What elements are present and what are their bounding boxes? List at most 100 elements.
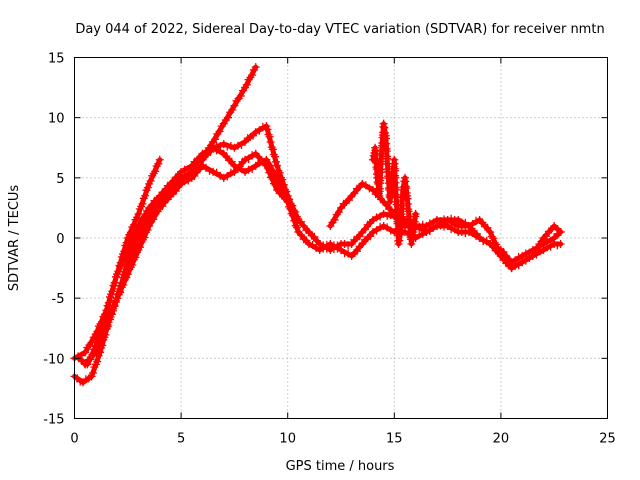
data-points — [70, 63, 565, 387]
data-point — [436, 219, 445, 228]
data-point — [143, 183, 152, 192]
data-point — [271, 157, 280, 166]
grid — [74, 57, 608, 419]
data-point — [266, 173, 275, 182]
data-point — [263, 125, 272, 134]
data-point — [114, 290, 123, 299]
data-point — [241, 167, 250, 176]
data-point — [110, 301, 119, 310]
data-point — [489, 234, 498, 243]
data-point — [266, 137, 275, 146]
data-point — [355, 232, 364, 241]
data-point — [180, 177, 189, 186]
data-point — [472, 216, 481, 225]
data-point — [379, 221, 388, 230]
data-point — [102, 318, 111, 327]
data-point — [136, 225, 145, 234]
data-point — [184, 169, 193, 178]
y-tick-label: 0 — [56, 232, 64, 247]
y-tick-label: -10 — [43, 352, 64, 367]
data-point — [141, 191, 150, 200]
data-point — [209, 167, 218, 176]
data-point — [297, 230, 306, 239]
data-point — [198, 161, 207, 170]
series-trace — [82, 145, 564, 367]
data-point — [358, 179, 367, 188]
data-point — [291, 221, 300, 230]
data-point — [528, 246, 537, 255]
data-point — [235, 162, 244, 171]
data-point — [556, 227, 565, 236]
data-point — [319, 244, 328, 253]
data-point — [268, 145, 277, 154]
data-point — [502, 252, 511, 261]
data-point — [386, 226, 395, 235]
data-point — [443, 215, 452, 224]
data-point — [206, 147, 215, 156]
x-tick-label: 5 — [177, 432, 185, 447]
data-point — [228, 105, 237, 114]
data-point — [487, 232, 496, 241]
data-point — [126, 251, 135, 260]
data-point — [429, 223, 438, 232]
data-point — [352, 247, 361, 256]
data-point — [268, 174, 277, 183]
data-point — [244, 154, 253, 163]
data-point — [542, 232, 551, 241]
data-point — [486, 227, 495, 236]
data-point — [140, 217, 149, 226]
data-point — [486, 240, 495, 249]
x-tick-label: 0 — [70, 432, 78, 447]
data-point — [483, 223, 492, 232]
data-point — [255, 126, 264, 135]
data-point — [108, 287, 117, 296]
data-point — [514, 252, 523, 261]
data-point — [120, 270, 129, 279]
data-point — [265, 132, 274, 141]
data-point — [290, 216, 299, 225]
data-point — [275, 168, 284, 177]
data-point — [258, 122, 267, 131]
data-point — [216, 171, 225, 180]
data-point — [347, 240, 356, 249]
data-point — [81, 348, 90, 357]
data-point — [265, 168, 274, 177]
data-point — [230, 101, 239, 110]
data-point — [123, 258, 132, 267]
data-point — [248, 71, 257, 80]
data-point — [297, 217, 306, 226]
data-point — [146, 177, 155, 186]
data-point — [244, 165, 253, 174]
data-point — [262, 122, 271, 131]
x-tick-label: 20 — [493, 432, 510, 447]
data-point — [117, 260, 126, 269]
data-point — [425, 219, 434, 228]
data-point — [180, 165, 189, 174]
data-point — [366, 232, 375, 241]
data-point — [222, 152, 231, 161]
data-point — [418, 226, 427, 235]
data-point — [415, 230, 424, 239]
data-point — [372, 226, 381, 235]
data-point — [138, 199, 147, 208]
data-point — [507, 258, 516, 267]
data-point — [117, 279, 126, 288]
data-point — [408, 232, 417, 241]
data-point — [159, 194, 168, 203]
data-point — [88, 368, 97, 377]
data-point — [254, 152, 263, 161]
data-point — [226, 168, 235, 177]
data-point — [270, 152, 279, 161]
data-point — [224, 113, 233, 122]
data-point — [312, 244, 321, 253]
data-point — [358, 240, 367, 249]
x-axis-label: GPS time / hours — [286, 459, 395, 474]
data-point — [310, 232, 319, 241]
data-point — [226, 141, 235, 150]
data-point — [344, 196, 353, 205]
data-point — [432, 221, 441, 230]
data-point — [278, 190, 287, 199]
data-point — [461, 229, 470, 238]
data-point — [394, 240, 403, 249]
